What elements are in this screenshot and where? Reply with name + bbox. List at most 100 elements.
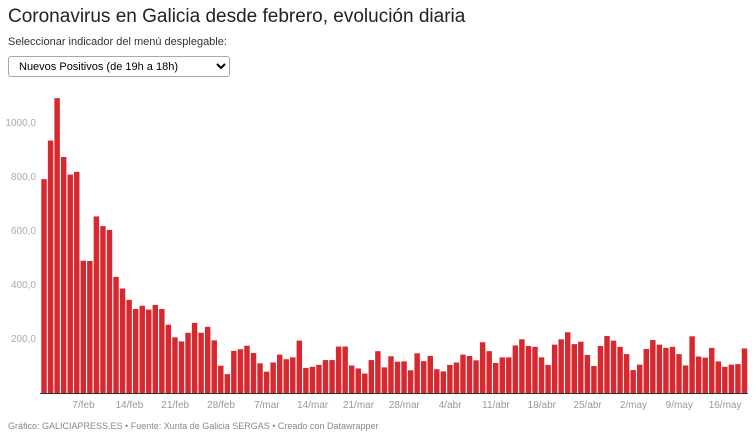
bar [342, 346, 348, 393]
x-tick-label: 7/mar [254, 400, 280, 411]
indicator-dropdown[interactable]: Nuevos Positivos (de 19h a 18h) [8, 56, 230, 77]
y-tick-label: 400,0 [11, 280, 36, 291]
bar [74, 171, 80, 393]
bar [407, 370, 414, 393]
y-tick-label: 600,0 [11, 226, 36, 237]
bar [578, 341, 584, 393]
bar [551, 344, 558, 393]
bar [506, 357, 512, 393]
bar [591, 366, 597, 393]
bar [440, 371, 447, 393]
bar [60, 157, 67, 393]
bar [375, 351, 381, 393]
bar [139, 305, 145, 393]
bar [355, 368, 361, 393]
bar [558, 339, 564, 393]
bar [538, 357, 545, 393]
bar [479, 342, 486, 393]
bar [270, 362, 276, 393]
bar [159, 309, 165, 393]
bar [257, 363, 263, 393]
bar [276, 354, 283, 393]
x-tick-label: 21/feb [161, 400, 189, 411]
bar [414, 353, 420, 393]
x-tick-label: 4/abr [439, 400, 462, 411]
bar [545, 364, 551, 393]
bar [604, 336, 610, 393]
bar [47, 140, 54, 393]
bar [165, 324, 172, 393]
bar [263, 371, 270, 393]
bar [309, 366, 316, 393]
bar [185, 332, 191, 393]
x-tick-label: 28/mar [389, 400, 421, 411]
bar [584, 354, 591, 393]
bar [610, 340, 617, 393]
bar [460, 354, 466, 393]
bar [512, 345, 519, 393]
bar [381, 367, 388, 393]
bar [728, 364, 735, 393]
bar [348, 365, 355, 393]
bar [669, 346, 676, 393]
chart-title: Coronavirus en Galicia desde febrero, ev… [8, 6, 466, 27]
x-tick-label: 2/may [620, 400, 647, 411]
bar [420, 361, 427, 393]
bar [368, 360, 375, 393]
bar [329, 360, 335, 393]
bar [689, 336, 695, 393]
y-tick-label: 800,0 [11, 172, 36, 183]
bar [119, 288, 126, 393]
bar [499, 357, 505, 393]
bar [630, 370, 636, 393]
bar [617, 346, 623, 393]
bar [709, 347, 715, 393]
x-tick-label: 7/feb [72, 400, 95, 411]
bar [525, 346, 532, 393]
bar [735, 364, 741, 393]
bar [237, 349, 244, 393]
bar [231, 350, 237, 393]
bar [322, 360, 329, 393]
bar [434, 369, 440, 393]
bar [146, 309, 152, 393]
bar [126, 299, 132, 393]
bar [316, 364, 322, 393]
bar [532, 346, 538, 393]
bar [224, 374, 231, 393]
bar [676, 354, 682, 393]
y-tick-label: 1000,0 [5, 118, 36, 129]
bar [250, 353, 257, 393]
x-tick-label: 21/mar [343, 400, 375, 411]
bar [401, 361, 407, 393]
bar [172, 337, 178, 393]
bar [41, 179, 47, 393]
bar [695, 356, 702, 393]
bar [637, 364, 643, 393]
x-tick-label: 11/abr [482, 400, 510, 411]
bar [682, 365, 689, 393]
chart-footer: Gráfico: GALICIAPRESS.ES • Fuente: Xunta… [8, 421, 379, 431]
bar [178, 341, 185, 393]
bar [335, 346, 342, 393]
bar [54, 98, 60, 393]
bar [106, 229, 113, 393]
x-tick-label: 14/mar [297, 400, 329, 411]
bar [453, 362, 460, 393]
bar [67, 174, 73, 393]
bar [132, 309, 139, 393]
bar [663, 347, 669, 393]
bar [519, 339, 525, 393]
x-tick-label: 9/may [666, 400, 693, 411]
bar [702, 357, 708, 393]
bar [466, 356, 473, 393]
bar [722, 366, 728, 393]
bar [244, 345, 250, 393]
bar [597, 346, 604, 393]
bar [486, 351, 492, 393]
y-tick-label: 200,0 [11, 334, 36, 345]
bar [218, 365, 224, 393]
bar [473, 360, 479, 393]
bar [362, 373, 368, 393]
